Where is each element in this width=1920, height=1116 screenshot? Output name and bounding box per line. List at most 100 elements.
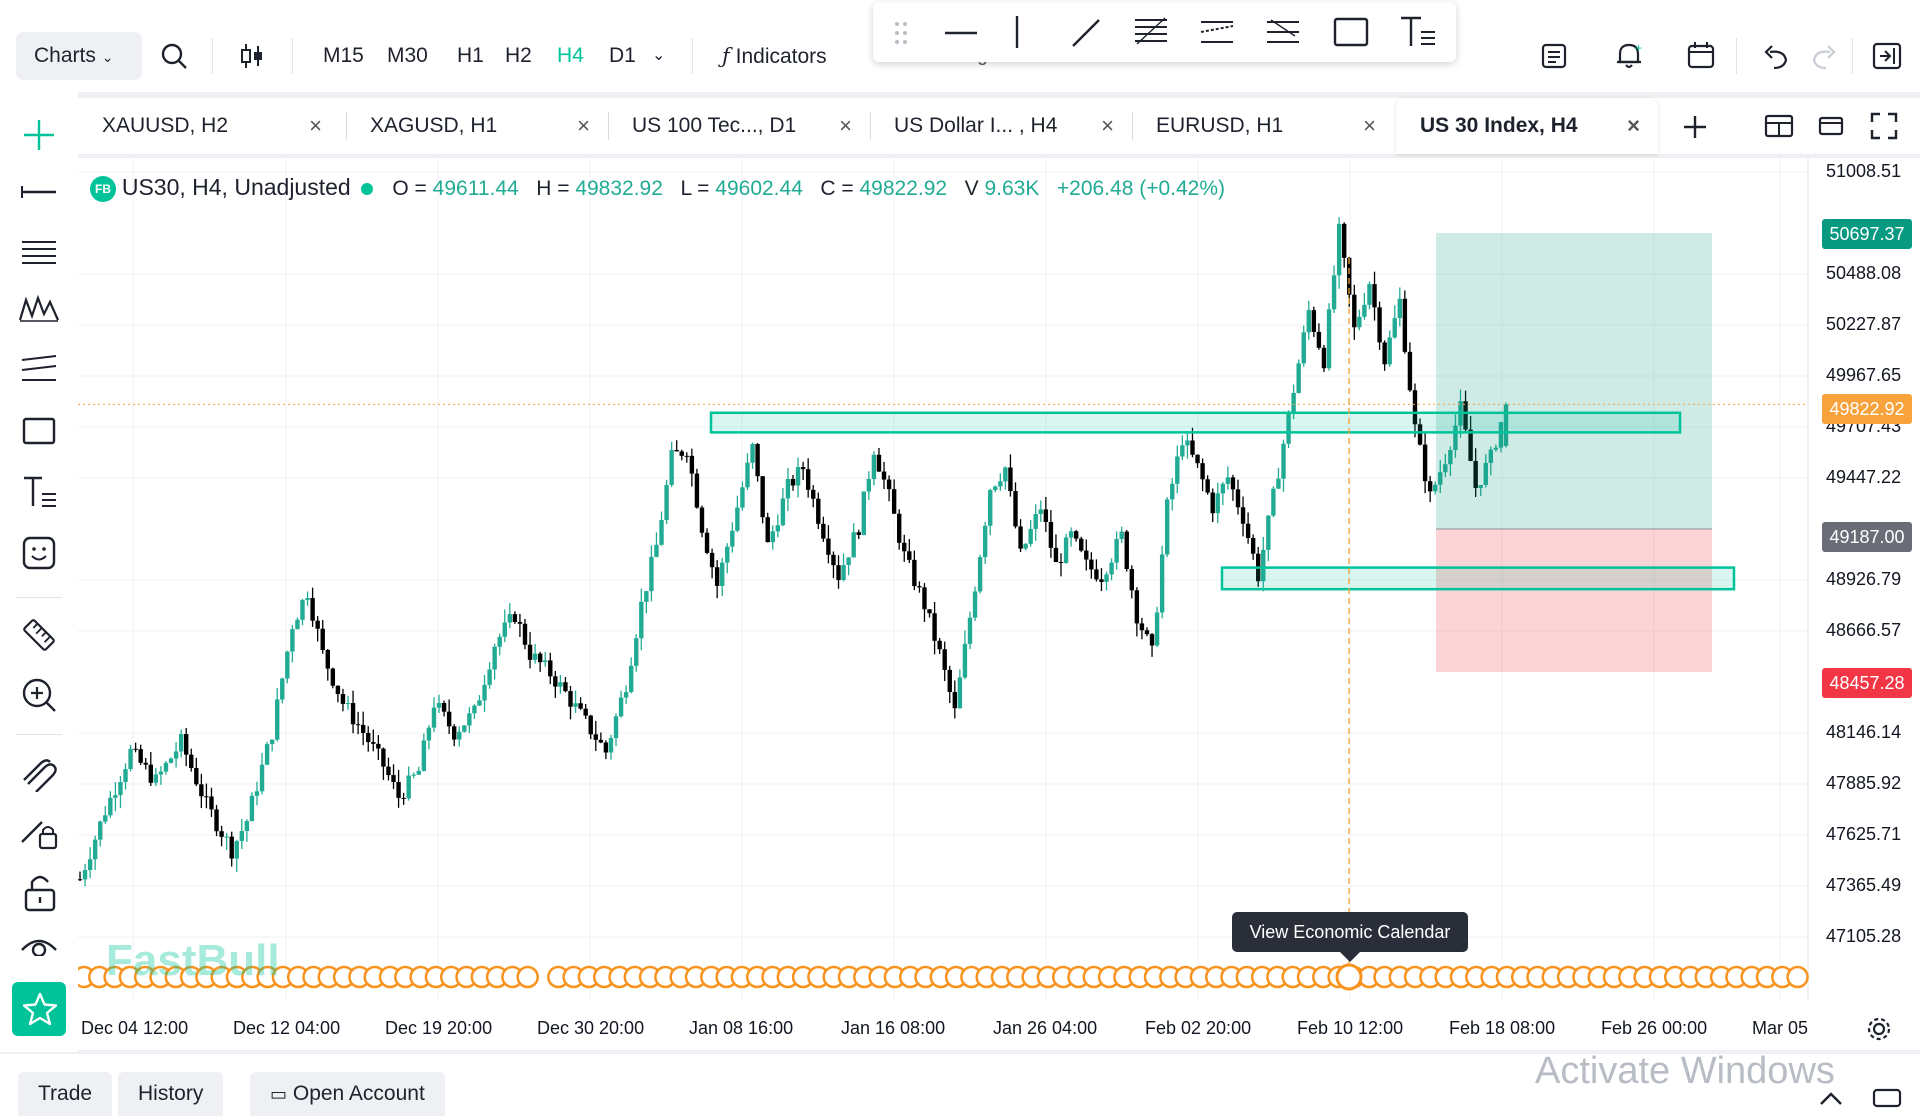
candle-body <box>816 498 821 524</box>
trade-tab[interactable]: Trade <box>18 1072 113 1116</box>
chevron-down-icon[interactable]: ⌄ <box>652 47 666 64</box>
calendar-icon[interactable] <box>1686 40 1716 70</box>
candle-body <box>1362 304 1367 317</box>
timeframe-h1[interactable]: H1 <box>457 44 484 67</box>
close-icon[interactable]: × <box>839 113 852 138</box>
tab-us30-active[interactable]: US 30 Index, H4 × <box>1396 98 1658 154</box>
tab-us100[interactable]: US 100 Tec..., D1 × <box>608 98 870 154</box>
fib-retracement-icon[interactable] <box>1133 16 1169 48</box>
candle-body <box>1104 574 1109 582</box>
notes-icon[interactable] <box>1540 42 1568 70</box>
candle-body <box>982 525 988 558</box>
tab-xauusd[interactable]: XAUUSD, H2 × <box>78 98 340 154</box>
parallel-channel-icon[interactable] <box>1199 16 1235 48</box>
candle-body <box>709 552 715 568</box>
candle-body <box>224 836 229 838</box>
time-axis-label: Jan 26 04:00 <box>993 1018 1098 1038</box>
candle-body <box>1149 634 1155 646</box>
timeframe-h2[interactable]: H2 <box>505 44 532 67</box>
panel-toggle-icon[interactable] <box>1872 1086 1902 1110</box>
time-axis-label: Mar 05 <box>1752 1018 1809 1038</box>
candle-body <box>219 831 224 837</box>
collapse-panel-icon[interactable] <box>1872 42 1902 70</box>
chevron-up-icon[interactable] <box>1818 1088 1844 1108</box>
chart-area[interactable] <box>78 158 1920 1050</box>
ruler-icon[interactable] <box>20 616 58 654</box>
horizontal-line-icon[interactable] <box>943 20 979 46</box>
candlestick-type-icon[interactable] <box>238 42 266 70</box>
unlock-icon[interactable] <box>22 872 58 912</box>
candle-body <box>325 650 330 669</box>
symbol-name[interactable]: US30, H4, Unadjusted <box>121 174 351 200</box>
resistance-zone-rectangle <box>709 411 1682 434</box>
candle-body <box>1311 310 1317 332</box>
crosshair-plus-icon[interactable] <box>22 118 56 152</box>
favorites-star-button[interactable] <box>12 982 66 1036</box>
lock-drawings-icon[interactable] <box>18 812 60 852</box>
visibility-eye-icon[interactable] <box>20 932 58 956</box>
tab-label: US 30 Index, H4 <box>1420 114 1578 137</box>
fullscreen-icon[interactable] <box>1870 112 1898 140</box>
candle-body <box>1175 456 1180 484</box>
text-annotation-icon[interactable] <box>22 474 58 510</box>
timeframe-m30[interactable]: M30 <box>387 44 428 67</box>
high-label: H = <box>536 177 570 200</box>
emoji-sticker-icon[interactable] <box>22 536 56 570</box>
timeframe-h4[interactable]: H4 <box>557 44 584 67</box>
candle-body <box>674 449 679 452</box>
timeframe-d1[interactable]: D1 <box>609 44 636 67</box>
settings-gear-icon[interactable] <box>1866 1016 1892 1042</box>
close-icon[interactable]: × <box>1627 113 1640 138</box>
shape-rectangle-icon[interactable] <box>22 416 56 446</box>
tab-xagusd[interactable]: XAGUSD, H1 × <box>346 98 608 154</box>
channel-icon[interactable] <box>20 354 58 384</box>
tab-us-dollar-index[interactable]: US Dollar I... , H4 × <box>870 98 1132 154</box>
rectangle-icon[interactable] <box>1333 16 1369 48</box>
horizontal-ray-icon[interactable] <box>20 182 58 202</box>
layout-icon[interactable] <box>1764 114 1794 138</box>
text-tool-icon[interactable] <box>1399 14 1437 50</box>
history-tab[interactable]: History <box>118 1072 224 1116</box>
window-icon[interactable] <box>1818 114 1844 138</box>
candle-body <box>800 467 806 470</box>
zoom-in-icon[interactable] <box>20 676 58 714</box>
candle-body <box>381 748 386 767</box>
economic-calendar-tooltip: View Economic Calendar <box>1232 912 1468 962</box>
candle-body <box>78 879 83 881</box>
charts-menu-button[interactable]: Charts ⌄ <box>16 32 142 80</box>
drag-handle-icon[interactable] <box>893 20 909 46</box>
candle-body <box>320 628 325 651</box>
magnet-icon[interactable] <box>20 754 58 792</box>
vertical-line-icon[interactable] <box>1007 14 1027 50</box>
candle-body <box>406 775 411 799</box>
open-account-button[interactable]: ▭ Open Account <box>250 1072 445 1116</box>
price-chart[interactable] <box>78 158 1920 1050</box>
trend-line-icon[interactable] <box>1069 16 1103 50</box>
open-value: 49611.44 <box>432 177 519 200</box>
candle-body <box>1392 318 1397 338</box>
undo-icon[interactable] <box>1762 42 1790 70</box>
close-icon[interactable]: × <box>1363 113 1376 138</box>
candle-body <box>866 479 872 492</box>
candle-body <box>957 677 963 709</box>
tab-eurusd[interactable]: EURUSD, H1 × <box>1132 98 1394 154</box>
add-tab-icon[interactable] <box>1682 114 1708 140</box>
indicators-button[interactable]: ƒ Indicators <box>722 36 827 76</box>
candle-body <box>401 797 406 799</box>
timeframe-m15[interactable]: M15 <box>323 44 364 67</box>
low-label: L = <box>680 177 710 200</box>
redo-icon[interactable] <box>1810 42 1838 70</box>
close-icon[interactable]: × <box>577 113 590 138</box>
search-icon[interactable] <box>160 42 188 70</box>
candle-body <box>1154 612 1160 646</box>
candle-body <box>517 621 523 624</box>
candle-body <box>183 734 189 755</box>
fib-levels-icon[interactable] <box>20 238 58 268</box>
candle-body <box>694 473 700 508</box>
pitchfork-icon[interactable] <box>1265 16 1301 48</box>
close-icon[interactable]: × <box>1101 113 1114 138</box>
patterns-icon[interactable] <box>18 294 60 324</box>
take-profit-zone <box>1436 232 1712 530</box>
alert-bell-icon[interactable]: + <box>1614 40 1644 70</box>
close-icon[interactable]: × <box>309 113 322 138</box>
